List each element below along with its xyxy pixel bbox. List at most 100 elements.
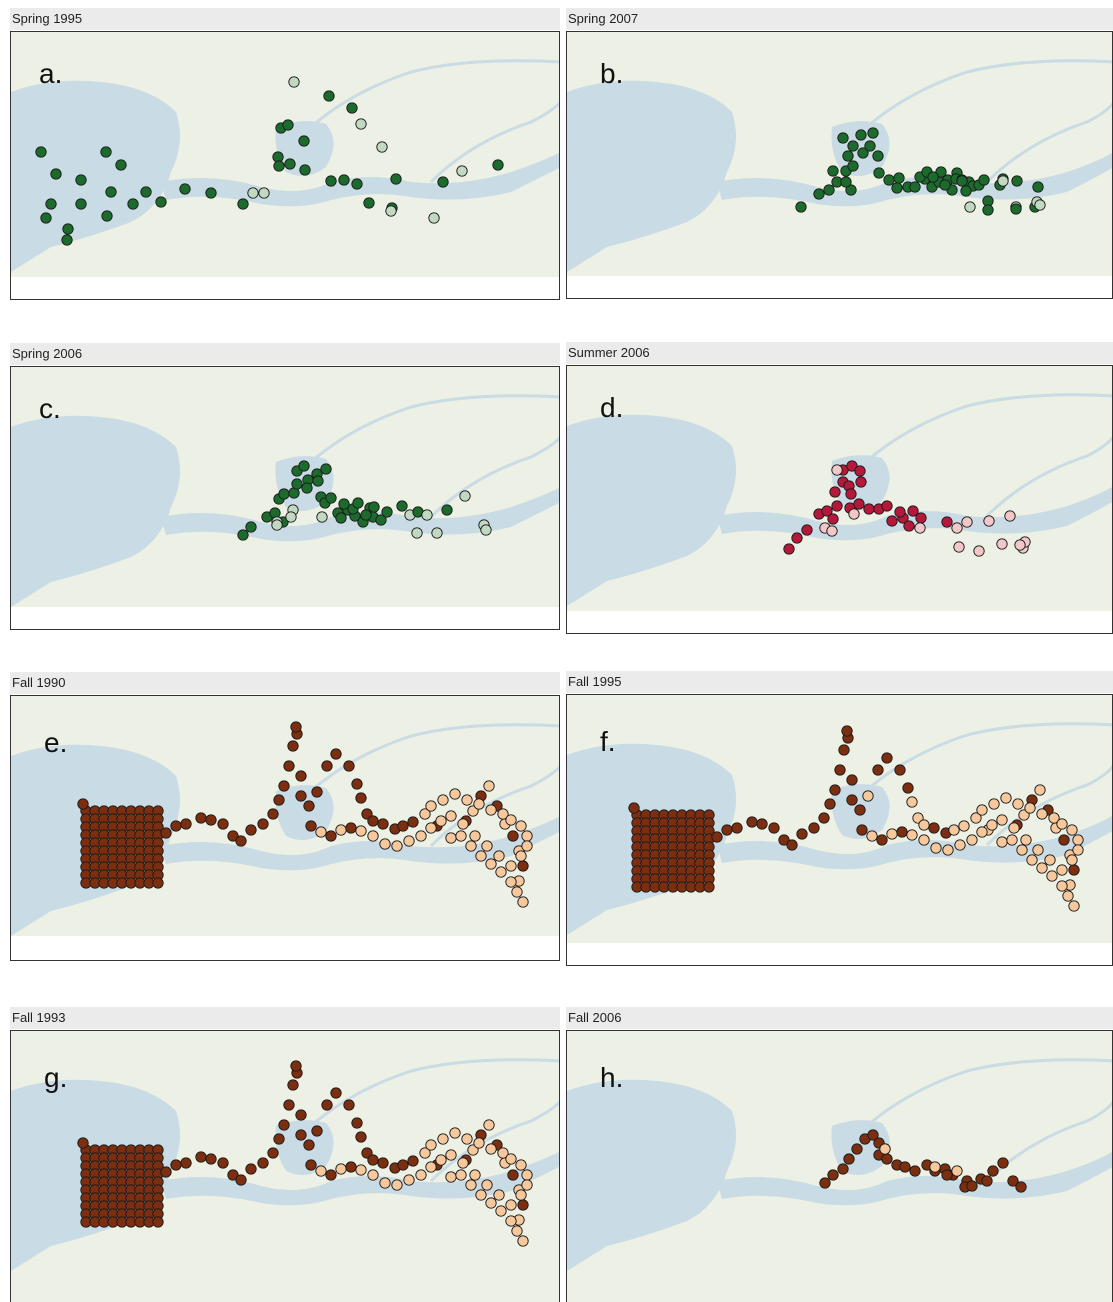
panel-b: Spring 2007 b. [566,8,1113,299]
sample-point-dark [830,487,840,497]
sample-point-dark [268,809,278,819]
sample-point-dark [285,159,295,169]
panel-g: Fall 1993 g. [10,1007,560,1295]
sample-point-light [446,1172,456,1182]
map-h[interactable]: h. [567,1031,1113,1302]
sample-point-dark [347,103,357,113]
map-b[interactable]: b. [567,32,1113,299]
map-g[interactable]: g. [11,1031,560,1302]
sample-point-dark [268,1148,278,1158]
map-frame[interactable]: h. [566,1030,1113,1302]
sample-point-light [386,206,396,216]
sample-point-dark [62,235,72,245]
sample-point-dark [929,823,939,833]
panel-f: Fall 1995 f. [566,671,1113,966]
sample-point-dark [508,1170,518,1180]
sample-point-dark [378,819,388,829]
sample-point-light [272,520,282,530]
sample-point-light [1017,845,1027,855]
sample-point-dark [391,174,401,184]
sample-point-dark [832,501,842,511]
sample-point-dark [41,213,51,223]
sample-point-light [486,859,496,869]
sample-point-dark [299,461,309,471]
sample-point-dark [156,197,166,207]
sample-point-light [474,799,484,809]
sample-point-light [506,877,516,887]
sample-point-light [482,1180,492,1190]
sample-point-light [438,795,448,805]
sample-point-dark [313,476,323,486]
sample-point-dark [346,823,356,833]
sample-point-dark [1012,176,1022,186]
sample-point-light [987,820,997,830]
sample-point-dark [873,765,883,775]
sample-point-light [484,781,494,791]
sample-point-light [289,77,299,87]
sample-point-dark [855,466,865,476]
sample-point-dark [181,1158,191,1168]
map-frame[interactable]: d. [566,365,1113,634]
sample-point-light [1005,511,1015,521]
sample-point-light [832,465,842,475]
sample-point-light [930,1162,940,1172]
sample-point-dark [171,1160,181,1170]
sample-point-light [460,491,470,501]
sample-point-light [317,512,327,522]
sample-point-dark [128,199,138,209]
sample-point-dark [797,829,807,839]
sample-point-dark [408,817,418,827]
map-frame[interactable]: g. [10,1030,560,1302]
sample-point-dark [854,499,864,509]
sample-point-dark [180,184,190,194]
panel-title: Fall 1993 [10,1007,560,1029]
sample-point-light [494,1190,504,1200]
map-frame[interactable]: f. [566,694,1113,966]
sample-point-light [1035,200,1045,210]
sample-point-light [356,826,366,836]
sample-point-dark [279,781,289,791]
sample-point-light [426,801,436,811]
sample-point-light [1073,845,1083,855]
sample-point-light [887,829,897,839]
sample-point-dark [835,765,845,775]
sample-point-light [1047,871,1057,881]
sample-point-dark [838,133,848,143]
sample-point-light [518,1236,528,1246]
sample-point-dark [331,1088,341,1098]
map-frame[interactable]: c. [10,366,560,630]
map-a[interactable]: a. [11,32,560,300]
sample-point-light [336,825,346,835]
sample-point-light [943,845,953,855]
map-e[interactable]: e. [11,696,560,961]
sample-point-dark [998,1158,1008,1168]
sample-point-dark [236,1175,246,1185]
map-frame[interactable]: a. [10,31,560,300]
sample-point-light [984,516,994,526]
sample-point-dark [792,533,802,543]
map-d[interactable]: d. [567,366,1113,634]
sample-point-dark [704,882,714,892]
sample-point-dark [101,147,111,157]
sample-point-light [456,831,466,841]
sample-point-dark [246,1164,256,1174]
sample-point-light [962,517,972,527]
map-c[interactable]: c. [11,367,560,630]
sample-point-dark [518,1200,528,1210]
sample-point-dark [46,199,56,209]
sample-point-dark [961,186,971,196]
sample-point-dark [722,825,732,835]
sample-point-dark [398,1160,408,1170]
sample-point-light [436,816,446,826]
map-f[interactable]: f. [567,695,1113,966]
blank-strip [11,277,560,300]
sample-point-dark [352,179,362,189]
map-frame[interactable]: e. [10,695,560,961]
sample-point-dark [900,1162,910,1172]
sample-point-light [316,1166,326,1176]
map-frame[interactable]: b. [566,31,1113,299]
sample-point-light [907,797,917,807]
panel-title: Fall 2006 [566,1007,1113,1029]
sample-point-dark [206,815,216,825]
panel-title: Spring 2007 [566,8,1113,30]
